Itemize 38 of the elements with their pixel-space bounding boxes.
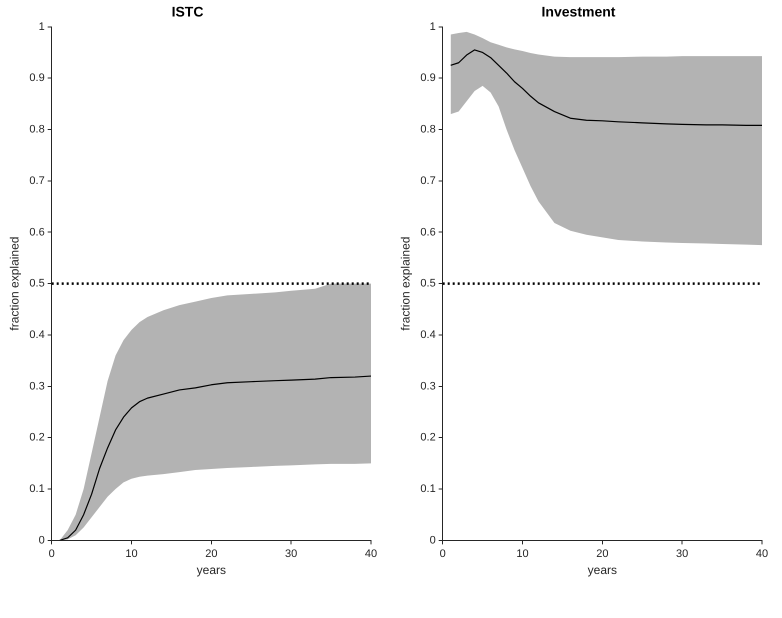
y-tick-label: 0.1 (420, 483, 436, 496)
x-tick-label: 30 (676, 548, 688, 560)
y-tick-label: 0.3 (420, 380, 436, 392)
x-tick-label: 20 (596, 548, 608, 560)
y-tick-label: 1 (430, 20, 436, 33)
y-tick-label: 0.5 (29, 278, 45, 290)
y-tick-label: 0.2 (29, 432, 45, 444)
y-axis-title: fraction explained (398, 236, 413, 331)
y-tick-label: 0.4 (420, 328, 436, 341)
x-tick-label: 40 (364, 548, 378, 560)
x-tick-label: 0 (440, 548, 446, 560)
y-tick-label: 0.9 (420, 72, 436, 84)
x-axis-title: years (196, 563, 226, 578)
chart-title: Investment (542, 3, 616, 20)
y-tick-label: 0.8 (29, 124, 45, 136)
y-tick-label: 0.7 (29, 174, 45, 187)
x-axis-title: years (588, 563, 618, 578)
x-tick-label: 10 (516, 548, 529, 560)
y-axis-title: fraction explained (8, 236, 22, 331)
y-tick-label: 0.4 (29, 328, 45, 341)
y-tick-label: 0.9 (29, 72, 45, 84)
y-tick-label: 0 (430, 534, 436, 546)
y-tick-label: 0.3 (29, 380, 45, 392)
x-tick-label: 40 (756, 548, 768, 560)
y-tick-label: 0.6 (29, 226, 45, 238)
y-tick-label: 0.2 (420, 432, 436, 444)
x-tick-label: 0 (48, 548, 55, 560)
x-tick-label: 20 (205, 548, 218, 560)
y-tick-label: 1 (38, 20, 45, 33)
y-tick-label: 0.6 (420, 226, 436, 238)
x-tick-label: 10 (125, 548, 138, 560)
x-tick-label: 30 (285, 548, 298, 560)
chart-title: ISTC (172, 3, 204, 20)
y-tick-label: 0.1 (29, 483, 45, 496)
y-tick-label: 0.5 (420, 278, 436, 290)
y-tick-label: 0 (38, 534, 45, 546)
y-tick-label: 0.8 (420, 124, 436, 136)
y-tick-label: 0.7 (420, 174, 436, 187)
